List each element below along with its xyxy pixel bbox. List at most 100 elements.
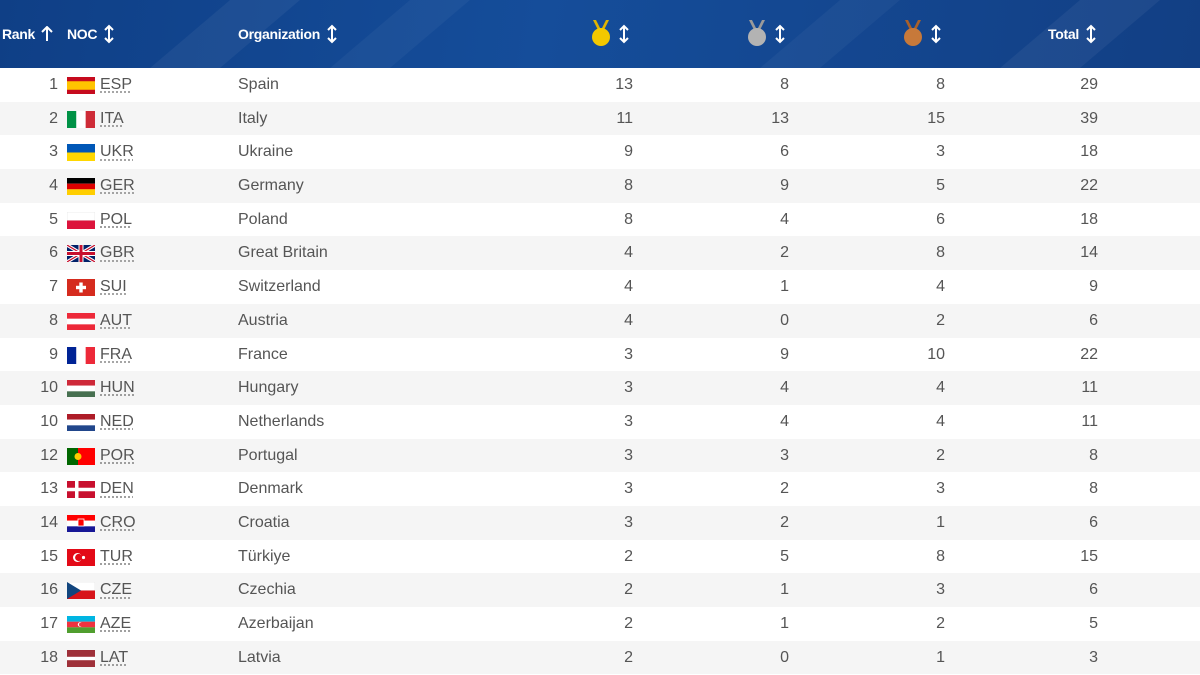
table-row[interactable]: 6 GBR Great Britain 4 2 8 14 [0, 236, 1200, 271]
table-row[interactable]: 1 ESP Spain 13 8 8 29 [0, 68, 1200, 102]
rank-value: 18 [40, 648, 58, 666]
organization-name: France [238, 345, 288, 363]
silver-column-header[interactable] [746, 0, 786, 68]
table-row[interactable]: 18 LAT Latvia 2 0 1 3 [0, 640, 1200, 675]
total-count: 22 [1080, 177, 1098, 195]
noc-code-link[interactable]: CZE [100, 581, 132, 599]
ger-flag-icon [67, 178, 95, 196]
noc-code-link[interactable]: POL [100, 210, 133, 228]
silver-count: 2 [780, 513, 789, 531]
bronze-column-header[interactable] [902, 0, 942, 68]
table-row[interactable]: 4 GER Germany 8 9 5 22 [0, 169, 1200, 203]
sort-toggle-icon[interactable] [618, 24, 630, 44]
tur-flag-icon [67, 548, 95, 566]
noc-code-link[interactable]: GER [100, 177, 135, 195]
medal-table-body: 1 ESP Spain 13 8 8 29 2 ITA Italy 11 13 15 39 3 UKR Ukra… [0, 68, 1200, 675]
rank-value: 15 [40, 547, 58, 565]
sort-toggle-icon[interactable] [1085, 24, 1097, 44]
sort-ascending-icon[interactable] [41, 26, 53, 42]
noc-column-header[interactable]: NOC [67, 0, 115, 68]
total-count: 14 [1080, 244, 1098, 262]
table-row[interactable]: 13 DEN Denmark 3 2 3 8 [0, 472, 1200, 506]
table-row[interactable]: 5 POL Poland 8 4 6 18 [0, 202, 1200, 237]
total-column-header[interactable]: Total [1048, 0, 1097, 68]
sort-toggle-icon[interactable] [930, 24, 942, 44]
noc-code-link[interactable]: POR [100, 446, 135, 464]
table-row[interactable]: 10 HUN Hungary 3 4 4 11 [0, 371, 1200, 405]
sort-toggle-icon[interactable] [774, 24, 786, 44]
noc-code-link[interactable]: CRO [100, 513, 136, 531]
gbr-flag-icon [67, 245, 95, 263]
table-row[interactable]: 3 UKR Ukraine 9 6 3 18 [0, 135, 1200, 170]
noc-code-link[interactable]: LAT [100, 648, 129, 666]
noc-code-link[interactable]: HUN [100, 379, 135, 397]
table-row[interactable]: 8 AUT Austria 4 0 2 6 [0, 303, 1200, 338]
bronze-count: 3 [936, 143, 945, 161]
rank-value: 9 [49, 345, 58, 363]
silver-count: 1 [780, 278, 789, 296]
gold-count: 4 [624, 311, 633, 329]
rank-value: 7 [49, 278, 58, 296]
total-count: 6 [1089, 311, 1098, 329]
table-row[interactable]: 14 CRO Croatia 3 2 1 6 [0, 505, 1200, 540]
table-row[interactable]: 16 CZE Czechia 2 1 3 6 [0, 573, 1200, 607]
noc-code-link[interactable]: UKR [100, 143, 134, 161]
lat-flag-icon [67, 649, 95, 667]
organization-name: Portugal [238, 446, 298, 464]
noc-code-link[interactable]: FRA [100, 345, 132, 363]
noc-code-link[interactable]: NED [100, 412, 134, 430]
bronze-count: 3 [936, 581, 945, 599]
table-row[interactable]: 2 ITA Italy 11 13 15 39 [0, 101, 1200, 136]
sort-toggle-icon[interactable] [103, 24, 115, 44]
cze-flag-icon [67, 582, 95, 600]
esp-flag-icon [67, 77, 95, 94]
noc-code-link[interactable]: TUR [100, 547, 133, 565]
noc-code-link[interactable]: AZE [100, 615, 132, 632]
bronze-count: 8 [936, 244, 945, 262]
table-row[interactable]: 10 NED Netherlands 3 4 4 11 [0, 404, 1200, 439]
organization-column-header[interactable]: Organization [238, 0, 338, 68]
bronze-count: 15 [927, 109, 945, 127]
silver-count: 13 [771, 109, 789, 127]
noc-code-link[interactable]: ESP [100, 76, 133, 93]
noc-code-link[interactable]: AUT [100, 311, 132, 329]
organization-name: Spain [238, 76, 279, 93]
total-header-label: Total [1048, 26, 1079, 42]
gold-count: 13 [615, 76, 633, 93]
bronze-count: 2 [936, 446, 945, 464]
bronze-count: 2 [936, 615, 945, 632]
silver-count: 1 [780, 581, 789, 599]
silver-count: 6 [780, 143, 789, 161]
table-row[interactable]: 12 POR Portugal 3 3 2 8 [0, 438, 1200, 473]
gold-count: 3 [624, 480, 633, 498]
bronze-count: 4 [936, 379, 945, 397]
ita-flag-icon [67, 110, 95, 128]
gold-count: 3 [624, 345, 633, 363]
rank-column-header[interactable]: Rank [2, 0, 53, 68]
rank-value: 4 [49, 177, 58, 195]
noc-code-link[interactable]: GBR [100, 244, 135, 262]
silver-medal-icon [748, 20, 766, 46]
silver-count: 4 [780, 412, 789, 430]
gold-column-header[interactable] [590, 0, 630, 68]
table-row[interactable]: 9 FRA France 3 9 10 22 [0, 337, 1200, 372]
total-count: 18 [1080, 143, 1098, 161]
table-row[interactable]: 17 AZE Azerbaijan 2 1 2 5 [0, 607, 1200, 641]
noc-code-link[interactable]: ITA [100, 109, 124, 127]
aze-flag-icon [67, 616, 95, 633]
noc-code-link[interactable]: DEN [100, 480, 134, 498]
rank-value: 16 [40, 581, 58, 599]
organization-name: Czechia [238, 581, 296, 599]
bronze-count: 1 [936, 648, 945, 666]
total-count: 11 [1081, 412, 1098, 430]
noc-code-link[interactable]: SUI [100, 278, 127, 296]
table-row[interactable]: 15 TUR Türkiye 2 5 8 15 [0, 539, 1200, 574]
rank-value: 14 [40, 513, 58, 531]
silver-count: 9 [780, 345, 789, 363]
gold-count: 3 [624, 379, 633, 397]
cro-flag-icon [67, 514, 95, 532]
table-row[interactable]: 7 SUI Switzerland 4 1 4 9 [0, 270, 1200, 304]
total-count: 39 [1080, 109, 1098, 127]
por-flag-icon [67, 447, 95, 465]
sort-toggle-icon[interactable] [326, 24, 338, 44]
